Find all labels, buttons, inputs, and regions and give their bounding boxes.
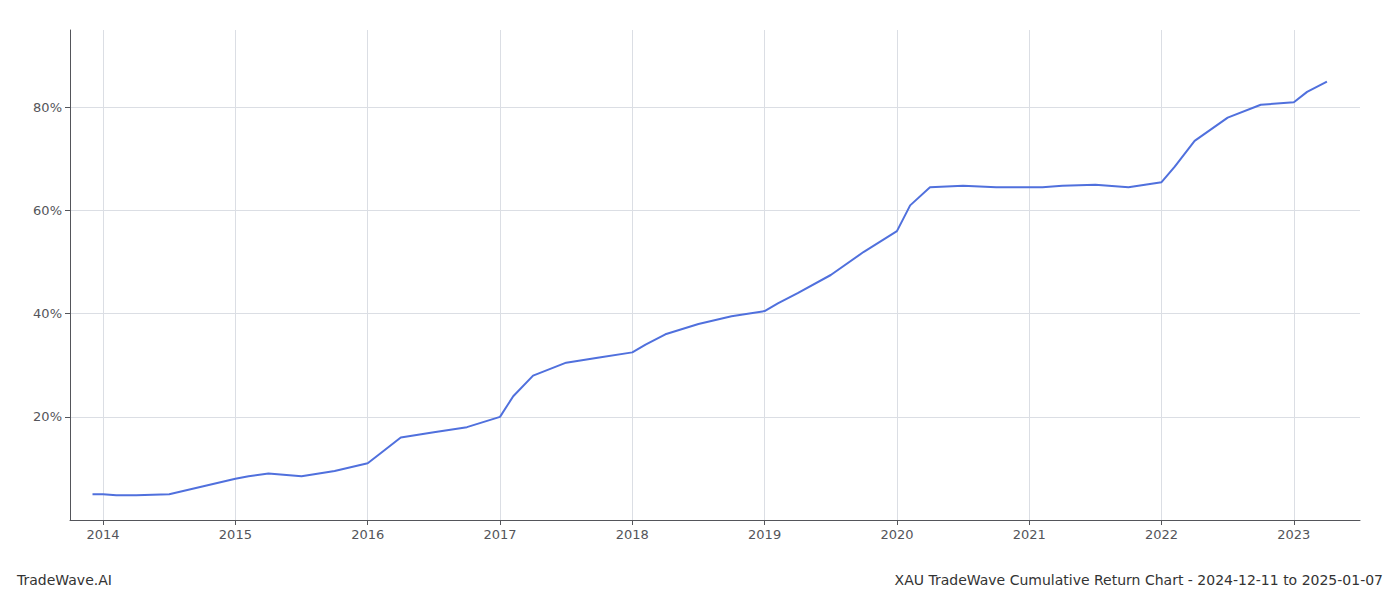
svg-text:2018: 2018 [616,527,649,542]
svg-text:20%: 20% [33,409,62,424]
svg-text:2016: 2016 [351,527,384,542]
svg-text:2020: 2020 [880,527,913,542]
svg-text:60%: 60% [33,203,62,218]
svg-text:2014: 2014 [87,527,120,542]
svg-text:2021: 2021 [1013,527,1046,542]
svg-text:2023: 2023 [1277,527,1310,542]
svg-text:40%: 40% [33,306,62,321]
svg-text:2015: 2015 [219,527,252,542]
svg-text:2022: 2022 [1145,527,1178,542]
svg-text:80%: 80% [33,100,62,115]
svg-text:2017: 2017 [483,527,516,542]
svg-text:XAU TradeWave Cumulative Retur: XAU TradeWave Cumulative Return Chart - … [895,572,1383,588]
svg-text:2019: 2019 [748,527,781,542]
svg-text:TradeWave.AI: TradeWave.AI [16,572,112,588]
